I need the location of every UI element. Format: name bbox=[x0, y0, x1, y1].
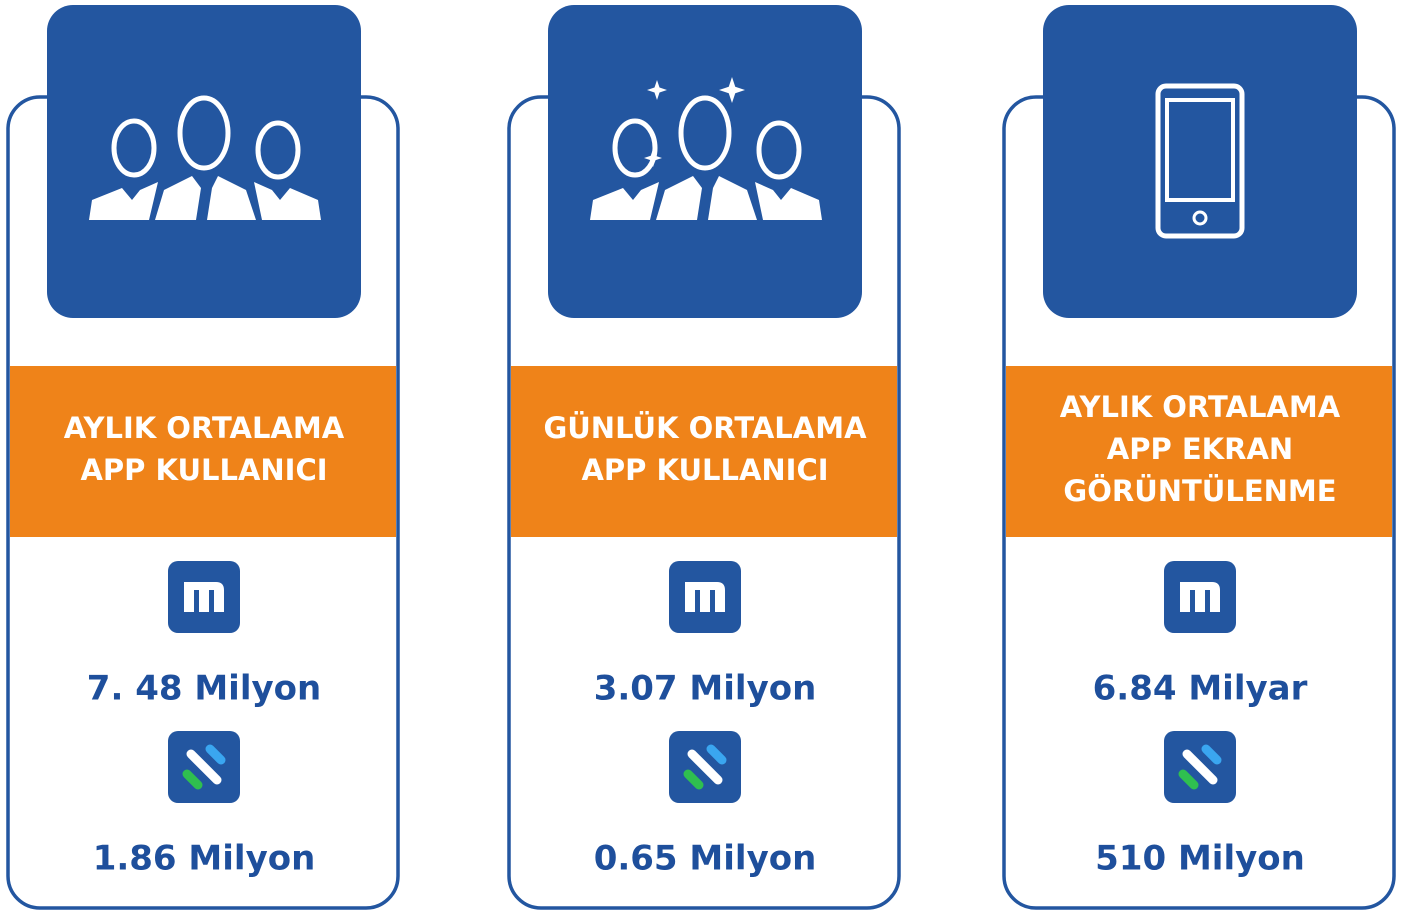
icon-box bbox=[47, 5, 361, 318]
head bbox=[612, 118, 658, 178]
app-icon-s-stroke bbox=[683, 769, 704, 790]
app-icon-s-stroke bbox=[1201, 744, 1222, 765]
stat-value: 3.07 Milyon bbox=[594, 669, 817, 709]
card: AYLIK ORTALAMA APP KULLANICI 7. 48 Milyon 1… bbox=[6, 5, 400, 910]
app-icon-m-glyph bbox=[184, 582, 224, 612]
phone bbox=[1155, 83, 1245, 239]
icon-box bbox=[548, 5, 862, 318]
card-label: APP KULLANICI bbox=[80, 453, 327, 487]
phone-screen bbox=[1165, 98, 1235, 202]
card-label: AYLIK ORTALAMA bbox=[1060, 390, 1341, 424]
app-icon-m-glyph bbox=[685, 582, 725, 612]
head bbox=[111, 118, 157, 178]
stat-value: 0.65 Milyon bbox=[594, 839, 817, 879]
stat-value: 6.84 Milyar bbox=[1093, 669, 1308, 709]
card-label: APP EKRAN bbox=[1107, 432, 1293, 466]
app-icon-s-stroke bbox=[1182, 749, 1218, 785]
shoulders bbox=[590, 176, 822, 220]
head bbox=[177, 95, 231, 171]
app-icon-s-stroke bbox=[182, 769, 203, 790]
label-band bbox=[10, 366, 396, 537]
sparkle bbox=[719, 77, 745, 103]
label-band bbox=[511, 366, 897, 537]
sparkle bbox=[647, 80, 667, 100]
shoulders bbox=[89, 176, 321, 220]
stat-value: 7. 48 Milyon bbox=[87, 669, 321, 709]
card-label: GÜNLÜK ORTALAMA bbox=[543, 411, 867, 445]
icon-box bbox=[1043, 5, 1357, 318]
sparkle bbox=[644, 149, 662, 167]
app-icon-s-stroke bbox=[205, 744, 226, 765]
card-label: AYLIK ORTALAMA bbox=[64, 411, 345, 445]
card: AYLIK ORTALAMA APP EKRAN GÖRÜNTÜLENME 6.84 … bbox=[1002, 5, 1396, 910]
app-icon-s-stroke bbox=[186, 749, 222, 785]
app-icon-s-stroke bbox=[706, 744, 727, 765]
card: GÜNLÜK ORTALAMA APP KULLANICI 3.07 Milyon 0… bbox=[507, 5, 901, 910]
head bbox=[255, 120, 301, 180]
stat-value: 1.86 Milyon bbox=[93, 839, 316, 879]
head bbox=[756, 120, 802, 180]
app-icon-m-glyph bbox=[1180, 582, 1220, 612]
card-label: APP KULLANICI bbox=[581, 453, 828, 487]
app-icon-s-stroke bbox=[687, 749, 723, 785]
head bbox=[678, 95, 732, 171]
card-label: GÖRÜNTÜLENME bbox=[1063, 474, 1336, 508]
phone-button bbox=[1192, 210, 1208, 226]
app-icon-s-stroke bbox=[1178, 769, 1199, 790]
label-band bbox=[1006, 366, 1392, 537]
stat-value: 510 Milyon bbox=[1095, 839, 1305, 879]
